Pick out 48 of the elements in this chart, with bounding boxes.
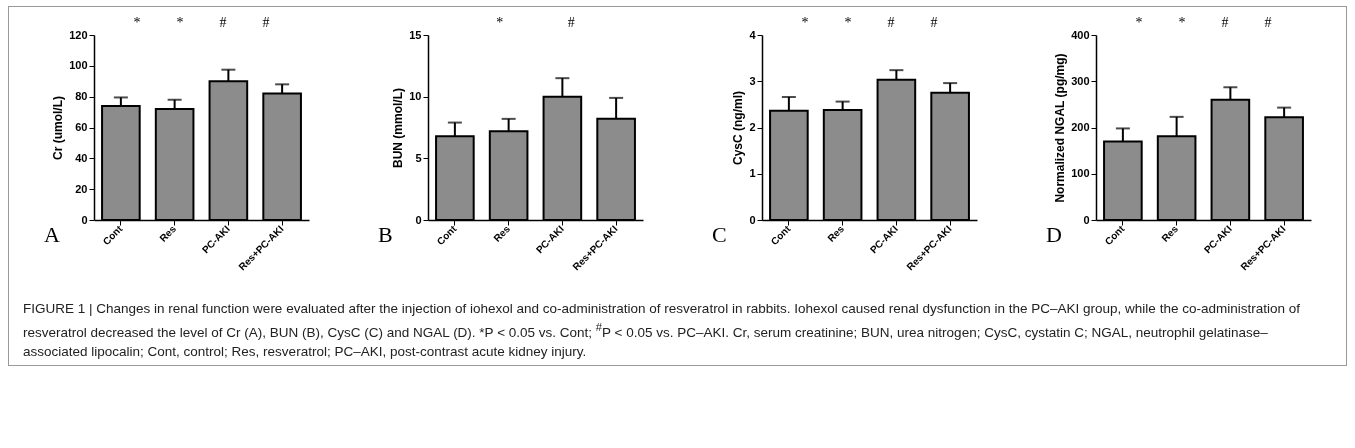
y-tick-label: 80 — [74, 90, 88, 103]
text: C — [712, 222, 727, 247]
y-tick-label: 20 — [74, 182, 88, 195]
y-axis-title: Normalized NGAL (pg/mg) — [1053, 53, 1068, 203]
y-tick-label: 4 — [749, 28, 757, 41]
y-axis-title: Cr (umol/L) — [50, 96, 65, 160]
y-tick-label: 3 — [749, 74, 756, 87]
y-tick-label: 15 — [409, 28, 422, 41]
y-tick-label: 200 — [1071, 121, 1090, 133]
text: # — [1221, 15, 1229, 30]
y-tick-label: 300 — [1071, 74, 1090, 87]
y-tick-label: 0 — [415, 213, 422, 226]
text: * — [496, 15, 504, 30]
y-tick-label: 40 — [74, 151, 88, 164]
text: * — [1135, 15, 1143, 30]
text: * — [801, 15, 809, 30]
text: # — [567, 15, 575, 30]
text: FIGURE 1 | Changes in renal function were evaluated after the injection of iohexol and co-administration of resveratrol in rabbits. Iohexol caused renal dysfunction in the PC–AKI group, while the co-administration of resveratrol decreased the level of Cr (A), BUN (B), CysC (C) and NGAL (D). *P < 0.05 vs. Cont; $^{#}$P < 0.05 vs. PC–AKI. Cr, serum creatinine; BUN, urea nitrogen; CysC, cystatin C; NGAL, neutrophil gelatinase–associated lipocalin; Cont, control; Res, resveratrol; PC–AKI, post-contrast acute kidney injury. — [23, 301, 1300, 359]
text: * — [133, 15, 141, 30]
text: * — [176, 15, 184, 30]
text: # — [262, 15, 270, 30]
text: * — [1178, 15, 1186, 30]
y-tick-label: 100 — [1071, 167, 1090, 180]
text: # — [887, 15, 895, 30]
y-tick-label: 1 — [749, 167, 756, 180]
x-tick-label: Res — [157, 222, 179, 245]
y-tick-label: 0 — [1083, 213, 1090, 226]
text: A — [43, 222, 60, 247]
text: # — [1264, 15, 1272, 30]
y-tick-label: 10 — [409, 90, 422, 103]
y-tick-label: 60 — [74, 121, 88, 133]
text: B — [377, 222, 393, 247]
text: # — [930, 15, 938, 30]
y-tick-label: 400 — [1071, 28, 1090, 41]
text: * — [844, 15, 852, 30]
y-tick-label: 100 — [68, 59, 88, 72]
y-tick-label: 2 — [749, 121, 756, 133]
x-tick-label: Res — [825, 222, 847, 245]
y-tick-label: 0 — [749, 213, 756, 226]
y-axis-title: BUN (mmol/L) — [391, 88, 406, 168]
text: D — [1046, 222, 1063, 247]
text: # — [219, 15, 227, 30]
x-tick-label: Res — [491, 222, 513, 245]
y-tick-label: 120 — [68, 28, 88, 41]
x-tick-label: Res — [1159, 222, 1181, 245]
y-tick-label: 0 — [81, 213, 88, 226]
y-tick-label: 5 — [415, 151, 422, 164]
y-axis-title: CysC (ng/ml) — [731, 90, 746, 166]
